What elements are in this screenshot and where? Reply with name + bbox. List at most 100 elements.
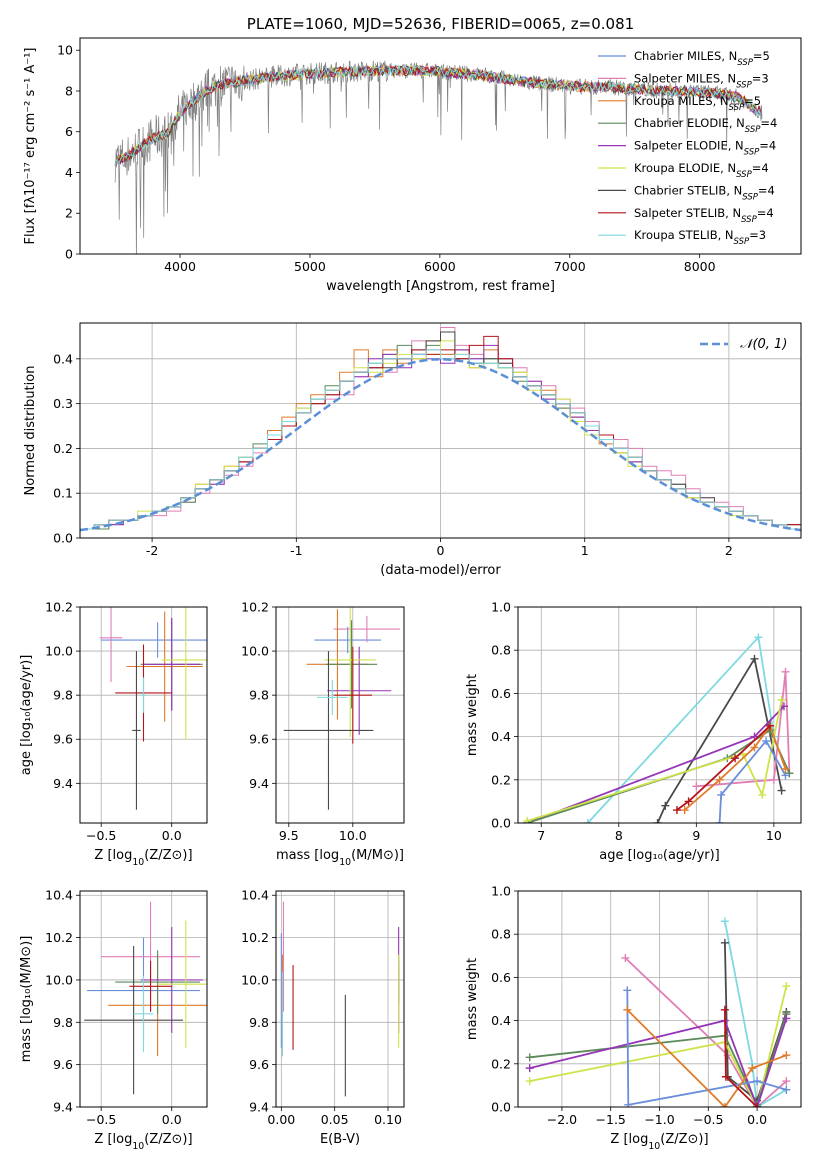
plus-marker [782,1014,791,1023]
y-tick-label: 0.4 [53,351,73,366]
legend-entry-main: Kroupa ELODIE, N [634,161,736,175]
x-tick-label: 4000 [164,259,196,274]
y-tick-label: 0.4 [491,1013,511,1028]
y-tick-label: 9.6 [53,1057,73,1072]
spectrum-panel: 4000 5000 6000 7000 8000 0 2 4 6 8 10 wavelength [A… [23,37,802,294]
legend-entry: Salpeter ELODIE, NSSP=4 [634,139,776,158]
y-tick-label: 9.8 [249,1015,269,1030]
y-tick-label: 10.0 [45,644,73,659]
x-axis-label: Z [log10(Z/Z⊙)] [610,1132,708,1152]
plus-marker [583,819,592,823]
legend-entry-sub: SSP [742,192,758,202]
plus-marker [750,743,759,752]
y-tick-label: 0.1 [53,486,73,501]
plus-marker [525,1053,534,1062]
legend-entry: Kroupa STELIB, NSSP=3 [634,228,766,247]
legend-entry-sub: SSP [729,103,745,113]
x-axis-label: Z [log10(Z/Z⊙)] [94,848,192,868]
plot-area [84,901,207,1095]
x-tick-label: 7 [537,828,545,843]
legend-entry: 𝒩(0, 1) [740,337,787,352]
legend-entry-tail: =4 [757,206,774,220]
plus-marker [525,1077,534,1086]
age-vs-mass-panel: 9.5 10.0 9.4 9.6 9.8 10.0 10.2 mass [log10(M/M⊙… [241,600,405,868]
plus-marker [777,695,786,704]
y-tick-label: 9.6 [53,732,73,747]
plus-marker [781,765,790,773]
y-tick-label: 2 [65,206,73,221]
plus-marker [777,786,786,795]
plus-marker [750,654,759,663]
y-tick-label: 10.4 [241,888,269,903]
y-tick-label: 0.2 [491,772,511,787]
plus-marker [672,806,681,815]
legend-entry-main: Chabrier STELIB, N [634,183,742,197]
x-tick-label: 9.5 [279,828,299,843]
plot-area [114,60,763,254]
legend-entry-main: Kroupa MILES, N [634,94,729,108]
y-axis-label: mass [log₁₀(M/M⊙)] [19,936,34,1063]
y-tick-label: 4 [65,165,73,180]
y-tick-label: 1.0 [491,884,511,899]
mass-weight-line [718,739,787,823]
axes-frame [79,890,208,1108]
y-tick-label: 8 [65,83,73,98]
x-axis-label: E(B-V) [320,1132,360,1147]
legend-entry-sub: SSP [741,215,757,225]
plus-marker [720,1005,729,1014]
plus-marker [653,819,662,823]
mass-weight-line [656,656,783,823]
mass-vs-metallicity-panel: −0.5 0.0 9.4 9.6 9.8 10.0 10.2 10.4 Z [log10(Z/Z… [19,888,208,1152]
model-spectrum-line [114,64,761,166]
y-tick-label: 0.0 [491,816,511,831]
axes-frame [275,890,405,1108]
plus-marker [721,1072,730,1081]
axes-frame [517,606,802,824]
residuals-panel: -2 -1 0 1 2 0.0 0.1 0.2 0.3 0.4 (data-model)/error… [23,322,802,578]
plus-marker [692,782,701,791]
x-axis-label-sub: 10 [648,1141,660,1152]
plus-marker [623,1005,632,1014]
y-tick-label: 10 [57,43,73,58]
y-tick-label: 0 [65,247,73,262]
histogram-step [80,349,801,538]
y-tick-label: 0.8 [491,927,511,942]
x-tick-label: 7000 [554,259,586,274]
plus-marker [720,1103,729,1107]
legend-entry-main: Salpeter ELODIE, N [634,139,744,153]
plus-marker [779,702,788,711]
mass-weight-line [626,1009,787,1107]
x-tick-label: 5000 [294,259,326,274]
x-tick-label: 8 [615,828,623,843]
x-axis-label: Z [log10(Z/Z⊙)] [94,1132,192,1152]
x-tick-label: 0.0 [162,1112,182,1127]
y-tick-label: 10.0 [241,972,269,987]
plus-marker [762,736,771,745]
plus-marker [769,775,778,784]
y-tick-label: 9.6 [249,1057,269,1072]
y-tick-label: 10.2 [45,600,73,615]
y-tick-label: 9.4 [249,776,269,791]
plus-marker [525,1064,534,1073]
x-axis-label-tail: (Z/Z⊙)] [660,1132,708,1147]
x-tick-label: 8000 [684,259,716,274]
legend-entry-main: Salpeter STELIB, N [634,206,741,220]
plus-marker [782,1085,791,1094]
plus-marker [753,1103,762,1107]
legend-entry-sub: SSP [736,80,752,90]
y-tick-label: 9.8 [53,688,73,703]
mass-weight-line [696,671,791,788]
y-axis-label: age [log₁₀(age/yr)] [19,655,34,776]
plus-marker [754,633,763,642]
plus-marker [621,953,630,962]
x-tick-label: 0.05 [321,1112,349,1127]
legend-entry-main: Chabrier ELODIE, N [634,116,745,130]
y-tick-label: 0.4 [491,729,511,744]
y-tick-label: 10.2 [45,930,73,945]
plot-area [283,607,401,810]
legend-entry-main: Chabrier MILES, N [634,49,737,63]
legend-entry-sub: SSP [737,58,753,68]
x-axis-label: (data-model)/error [380,563,501,578]
y-tick-label: 0.2 [491,1056,511,1071]
plus-marker [715,775,724,784]
